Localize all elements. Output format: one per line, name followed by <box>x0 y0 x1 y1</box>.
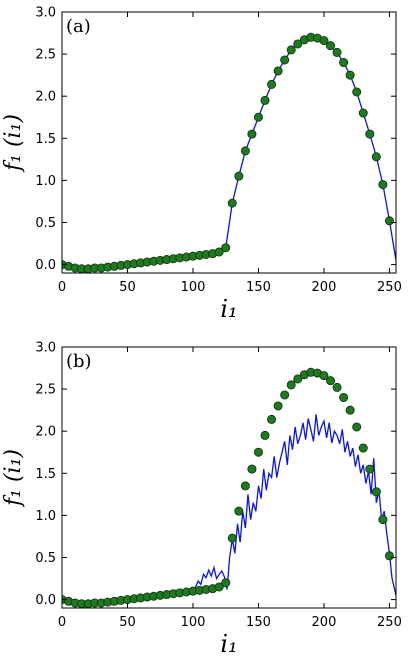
x-tick-label: 0 <box>58 280 66 295</box>
data-point <box>345 70 355 80</box>
y-tick-label: 2.5 <box>35 383 56 398</box>
series-line <box>62 414 396 605</box>
data-point <box>240 481 250 491</box>
data-point <box>332 382 342 392</box>
y-axis-label: f₁ (i₁) <box>1 114 26 173</box>
plot-frame <box>61 346 397 609</box>
y-tick-label: 1.5 <box>35 467 56 482</box>
data-point <box>332 47 342 57</box>
data-point <box>214 247 224 257</box>
x-tick-label: 100 <box>181 280 206 295</box>
data-point <box>227 533 237 543</box>
data-point <box>326 41 336 51</box>
data-point <box>253 112 263 122</box>
data-point <box>371 152 381 162</box>
data-point <box>260 95 270 105</box>
data-point <box>378 515 388 525</box>
y-tick-label: 1.0 <box>35 174 56 189</box>
data-point <box>267 414 277 424</box>
data-point <box>326 376 336 386</box>
x-tick-label: 200 <box>312 615 337 630</box>
data-point <box>234 506 244 516</box>
y-tick-label: 1.5 <box>35 132 56 147</box>
x-tick-label: 100 <box>181 615 206 630</box>
data-point <box>214 582 224 592</box>
data-point <box>365 129 375 139</box>
y-tick-label: 3.0 <box>35 6 56 21</box>
x-axis-label: i₁ <box>220 295 237 323</box>
data-point <box>260 430 270 440</box>
x-tick-label: 200 <box>312 280 337 295</box>
data-point <box>365 464 375 474</box>
data-point <box>358 443 368 453</box>
y-tick-label: 1.0 <box>35 509 56 524</box>
series-line <box>62 36 396 270</box>
chart-panel-b: 0 50 100 150 200 250 0.0 0.5 1.0 1.5 2.0 2.5 3.0 (b) i… <box>1 341 402 659</box>
data-point <box>273 66 283 76</box>
panel-label: (a) <box>66 16 91 37</box>
x-tick-label: 0 <box>58 615 66 630</box>
data-point <box>227 198 237 208</box>
data-point <box>267 79 277 89</box>
plot-frame <box>61 11 397 274</box>
x-tick-label: 150 <box>246 280 271 295</box>
y-axis-label: f₁ (i₁) <box>1 449 26 508</box>
data-point <box>384 551 394 561</box>
data-point <box>384 216 394 226</box>
data-point <box>319 36 329 46</box>
data-point <box>240 146 250 156</box>
data-point <box>352 87 362 97</box>
data-point <box>345 405 355 415</box>
y-tick-label: 0.0 <box>35 593 56 608</box>
x-tick-label: 50 <box>119 615 136 630</box>
data-point <box>371 487 381 497</box>
x-tick-label: 250 <box>377 280 402 295</box>
panel-label: (b) <box>66 351 92 372</box>
data-point <box>339 393 349 403</box>
y-tick-label: 3.0 <box>35 341 56 356</box>
data-point <box>253 447 263 457</box>
plot-data <box>62 32 396 273</box>
x-tick-label: 250 <box>377 615 402 630</box>
chart-panel-a: 0 50 100 150 200 250 0.0 0.5 1.0 1.5 2.0 2.5 3.0 (a) i… <box>1 6 402 324</box>
y-tick-label: 2.0 <box>35 425 56 440</box>
y-tick-label: 2.5 <box>35 48 56 63</box>
y-tick-label: 0.5 <box>35 551 56 566</box>
y-tick-label: 2.0 <box>35 90 56 105</box>
data-point <box>280 390 290 400</box>
data-point <box>221 243 231 253</box>
x-tick-label: 150 <box>246 615 271 630</box>
data-point <box>234 171 244 181</box>
data-point <box>293 39 303 49</box>
x-tick-label: 50 <box>119 280 136 295</box>
data-point <box>358 108 368 118</box>
data-point <box>378 180 388 190</box>
data-point <box>319 371 329 381</box>
data-point <box>247 129 257 139</box>
data-point <box>247 464 257 474</box>
data-point <box>286 45 296 55</box>
data-point <box>273 401 283 411</box>
data-point <box>339 58 349 68</box>
data-point <box>293 374 303 384</box>
y-tick-label: 0.0 <box>35 258 56 273</box>
data-point <box>280 55 290 65</box>
data-point <box>286 380 296 390</box>
plot-data <box>62 367 396 608</box>
data-point <box>221 578 231 588</box>
data-point <box>352 422 362 432</box>
y-tick-label: 0.5 <box>35 216 56 231</box>
x-axis-label: i₁ <box>220 630 237 658</box>
